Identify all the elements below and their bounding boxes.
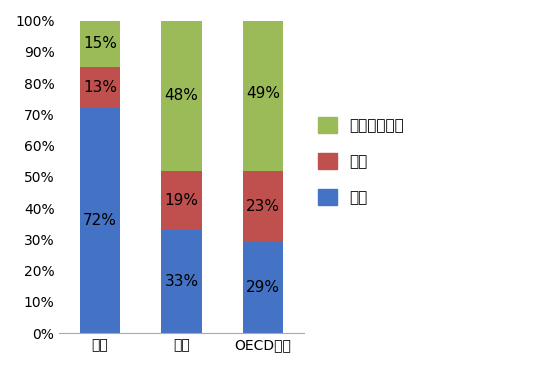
- Text: 48%: 48%: [165, 88, 198, 103]
- Bar: [80, 108, 120, 333]
- Text: 49%: 49%: [246, 87, 280, 101]
- Legend: 民生・その他, 産業, 発電: 民生・その他, 産業, 発電: [314, 113, 408, 210]
- Bar: [80, 21, 120, 68]
- Bar: [243, 171, 283, 243]
- Text: 33%: 33%: [165, 274, 198, 289]
- Bar: [243, 17, 283, 171]
- Text: 13%: 13%: [83, 80, 117, 95]
- Text: 29%: 29%: [246, 280, 280, 295]
- Text: 72%: 72%: [83, 213, 117, 228]
- Bar: [161, 230, 202, 333]
- Text: 15%: 15%: [83, 36, 117, 51]
- Text: 19%: 19%: [165, 193, 198, 208]
- Text: 23%: 23%: [246, 199, 280, 214]
- Bar: [243, 243, 283, 333]
- Bar: [161, 21, 202, 171]
- Bar: [161, 171, 202, 230]
- Bar: [80, 68, 120, 108]
